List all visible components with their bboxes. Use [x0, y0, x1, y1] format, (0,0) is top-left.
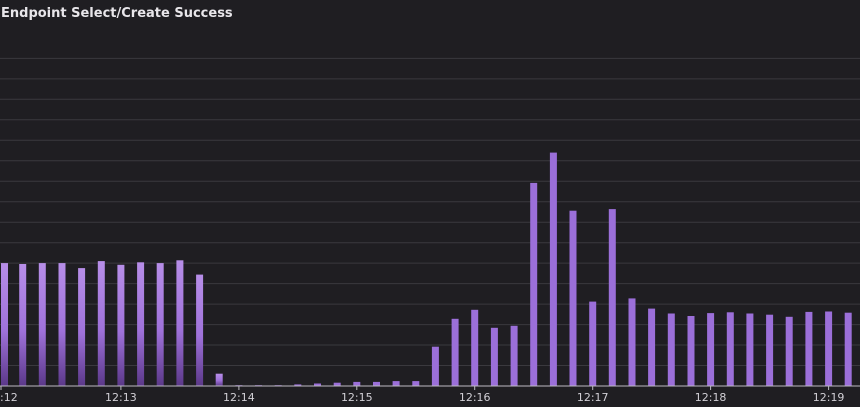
bar: [766, 314, 774, 386]
bar: [608, 209, 616, 386]
bar: [156, 263, 164, 386]
bar: [746, 313, 754, 386]
chart-title: Endpoint Select/Create Success: [1, 6, 233, 21]
bar: [431, 346, 439, 386]
x-tick-label: 12:15: [341, 391, 373, 404]
bar: [117, 264, 125, 386]
bar: [333, 382, 341, 386]
x-tick-label: 12:17: [577, 391, 609, 404]
bar: [215, 373, 223, 386]
bar: [667, 313, 675, 386]
bar: [530, 182, 538, 386]
bar: [648, 308, 656, 386]
bar: [353, 381, 361, 386]
bar: [687, 316, 695, 386]
bar: [38, 263, 46, 386]
x-tick-label: 12:14: [223, 391, 255, 404]
bar: [97, 261, 105, 386]
bar: [1, 263, 8, 386]
x-tick-label: 12:19: [813, 391, 845, 404]
bar: [549, 152, 557, 386]
bar: [569, 210, 577, 386]
bar: [176, 260, 184, 386]
x-tick-label: 12:13: [105, 391, 137, 404]
bar: [314, 383, 321, 386]
bar: [510, 325, 518, 386]
x-axis-tick-labels: :12 12:13 12:14 12:15 12:16 12:17 12:18 12:19: [0, 391, 844, 404]
bar: [294, 384, 302, 386]
x-tick-label: 12:18: [695, 391, 727, 404]
bar: [451, 318, 459, 386]
bar: [589, 301, 597, 386]
bar: [844, 312, 852, 386]
bar: [726, 312, 734, 386]
bars: [1, 152, 852, 386]
bar: [412, 381, 420, 386]
bar: [58, 263, 66, 386]
bar: [490, 327, 498, 386]
bar: [805, 311, 813, 386]
gridlines: [0, 57, 860, 366]
bar: [19, 264, 27, 386]
bar: [785, 316, 793, 386]
x-axis-ticks: [0, 386, 830, 390]
bar: [373, 381, 380, 386]
x-tick-label: 12:16: [459, 391, 491, 404]
x-tick-label: :12: [0, 391, 18, 404]
bar: [196, 274, 204, 386]
bar: [137, 262, 145, 386]
bar: [78, 268, 86, 386]
bar: [471, 309, 479, 386]
bar: [707, 313, 715, 386]
bar: [392, 381, 400, 386]
bar: [825, 311, 833, 386]
bar: [628, 298, 636, 386]
